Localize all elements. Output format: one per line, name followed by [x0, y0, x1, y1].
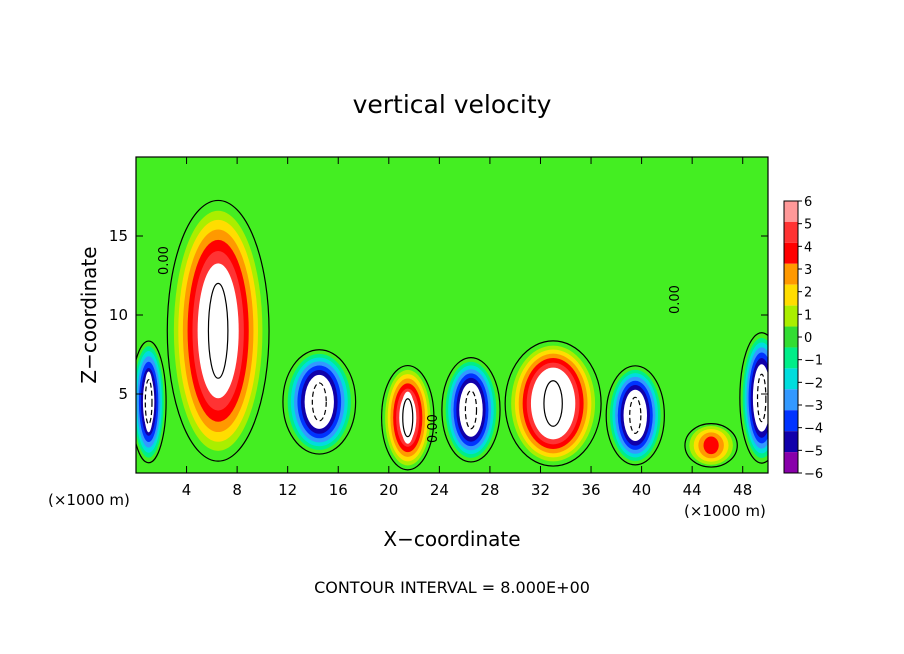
y-axis: 5 10 15	[109, 227, 768, 403]
field-core	[627, 390, 644, 441]
x-axis-label: X−coordinate	[383, 527, 520, 551]
colorbar-label: 1	[804, 308, 812, 323]
colorbar-swatch	[784, 221, 798, 243]
x-unit-left: (×1000 m)	[48, 491, 130, 509]
x-axis: 4 8 12 16 20 24 28 32 36 40 44 48	[182, 157, 752, 499]
contour-zero	[504, 340, 602, 467]
colorbar-swatch	[784, 201, 798, 222]
contour-zero	[136, 340, 167, 464]
x-tick-label: 12	[278, 481, 297, 499]
contour-inner	[629, 396, 642, 434]
colorbar-label: 2	[804, 286, 812, 301]
downdraft-cell	[136, 346, 164, 458]
contour-zero	[282, 349, 357, 455]
y-axis-label: Z−coordinate	[77, 246, 101, 383]
colorbar-swatch	[784, 368, 798, 390]
colorbar-label: 0	[804, 331, 812, 346]
colorbar-swatch	[784, 452, 798, 473]
colorbar-swatch	[784, 410, 798, 432]
colorbar-swatch	[784, 305, 798, 327]
contour-inner	[756, 373, 767, 423]
colorbar-label: 5	[804, 218, 812, 233]
contour-inner	[402, 398, 414, 438]
colorbar-swatch	[784, 263, 798, 285]
x-tick-label: 48	[733, 481, 752, 499]
x-tick-label: 8	[232, 481, 242, 499]
updraft-cell	[689, 425, 733, 465]
downdraft-cell	[445, 361, 497, 458]
contour-lines	[136, 199, 768, 471]
colorbar-label: 3	[804, 263, 812, 278]
x-tick-label: 4	[182, 481, 192, 499]
x-tick-label: 16	[329, 481, 348, 499]
updraft-cell	[511, 345, 596, 462]
colorbar-label: −5	[804, 444, 823, 459]
colorbar-swatch	[784, 347, 798, 369]
colorbar-label: −1	[804, 354, 823, 369]
contour-zero	[380, 364, 435, 471]
x-tick-label: 20	[379, 481, 398, 499]
contour-label: 0.00	[157, 246, 172, 275]
contour-zero	[739, 332, 768, 464]
contour-inner	[543, 380, 563, 427]
x-tick-label: 44	[683, 481, 702, 499]
contour-inner	[311, 382, 327, 422]
x-tick-label: 28	[480, 481, 499, 499]
contour-zero	[166, 199, 270, 462]
downdraft-cell	[742, 337, 768, 458]
contour-zero	[605, 365, 665, 466]
colorbar-label: −2	[804, 376, 823, 391]
x-tick-label: 36	[581, 481, 600, 499]
contour-labels: 0.00 0.00 0.00	[157, 246, 683, 443]
colorbar-swatch	[784, 242, 798, 264]
contour-label: 0.00	[668, 285, 683, 314]
contour-label: 0.00	[426, 414, 441, 443]
contour-interval-footer: CONTOUR INTERVAL = 8.000E+00	[314, 578, 590, 597]
updraft-cell	[173, 210, 263, 451]
colorbar-swatch	[784, 284, 798, 306]
colorbar-swatch	[784, 389, 798, 411]
contour-zero	[441, 357, 501, 463]
y-tick-label: 15	[109, 227, 128, 245]
chart-title: vertical velocity	[353, 90, 552, 119]
x-tick-label: 24	[430, 481, 449, 499]
colorbar-swatch	[784, 326, 798, 348]
field-band	[703, 436, 719, 455]
downdraft-cell	[287, 353, 351, 450]
colorbar: 6 5 4 3 2 1 0 −1 −2 −3 −4 −5 −6	[783, 195, 823, 482]
colorbar-label: −4	[804, 422, 823, 437]
colorbar-label: −3	[804, 399, 823, 414]
x-tick-label: 32	[531, 481, 550, 499]
y-tick-label: 10	[109, 306, 128, 324]
x-tick-label: 40	[632, 481, 651, 499]
x-unit-right: (×1000 m)	[684, 502, 766, 520]
contour-inner	[464, 390, 478, 430]
contour-inner	[144, 379, 153, 425]
colorbar-label: −6	[804, 467, 823, 482]
colorbar-label: 6	[804, 195, 812, 210]
colorbar-label: 4	[804, 240, 812, 255]
y-tick-label: 5	[118, 385, 128, 403]
contour-inner	[207, 282, 229, 379]
plot-area	[136, 157, 768, 473]
downdraft-cell	[609, 369, 661, 461]
colorbar-swatch	[784, 431, 798, 453]
updraft-cell	[385, 369, 431, 466]
contour-zero	[684, 423, 738, 468]
